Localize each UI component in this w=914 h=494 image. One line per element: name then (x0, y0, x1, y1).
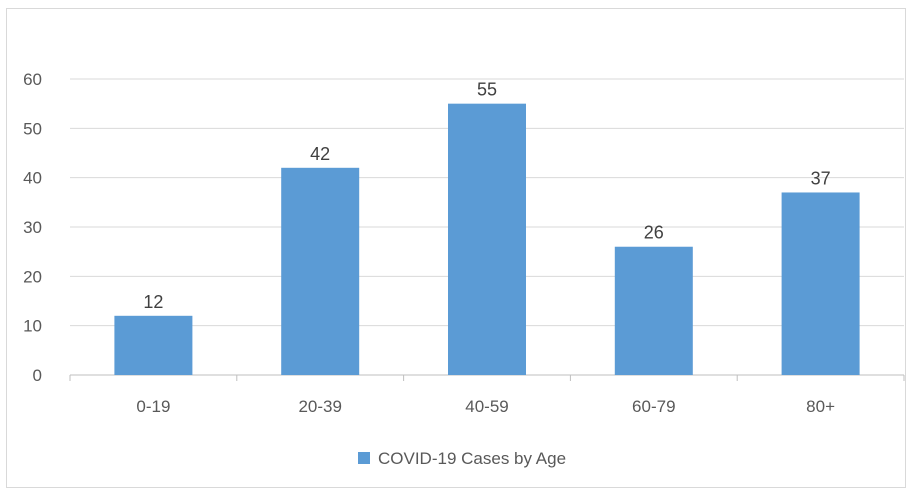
data-label: 12 (143, 292, 163, 312)
bar (114, 315, 193, 375)
data-label: 55 (477, 80, 497, 100)
bar (448, 103, 526, 376)
x-axis-ticks: 0-19 20-39 40-59 60-79 80+ (136, 397, 835, 416)
x-tick-label: 20-39 (298, 397, 341, 416)
x-tick-label: 40-59 (465, 397, 508, 416)
x-axis (69, 374, 905, 381)
data-label: 42 (310, 144, 330, 164)
y-tick-label: 0 (33, 366, 42, 385)
legend-label: COVID-19 Cases by Age (378, 449, 566, 468)
y-tick-label: 40 (23, 169, 42, 188)
bar (281, 167, 360, 375)
y-tick-label: 60 (23, 70, 42, 89)
legend: COVID-19 Cases by Age (358, 449, 566, 468)
bar (614, 246, 693, 375)
y-tick-label: 30 (23, 218, 42, 237)
data-label: 37 (811, 168, 831, 188)
y-axis-ticks: 0 10 20 30 40 50 60 (23, 70, 42, 385)
y-tick-label: 50 (23, 119, 42, 138)
legend-swatch (358, 452, 370, 464)
y-tick-label: 10 (23, 317, 42, 336)
bar (781, 192, 860, 375)
bars (114, 103, 860, 376)
y-tick-label: 20 (23, 267, 42, 286)
data-labels: 12 42 55 26 37 (143, 80, 830, 312)
x-tick-label: 0-19 (136, 397, 170, 416)
x-tick-label: 60-79 (632, 397, 675, 416)
data-label: 26 (644, 223, 664, 243)
x-tick-label: 80+ (806, 397, 835, 416)
